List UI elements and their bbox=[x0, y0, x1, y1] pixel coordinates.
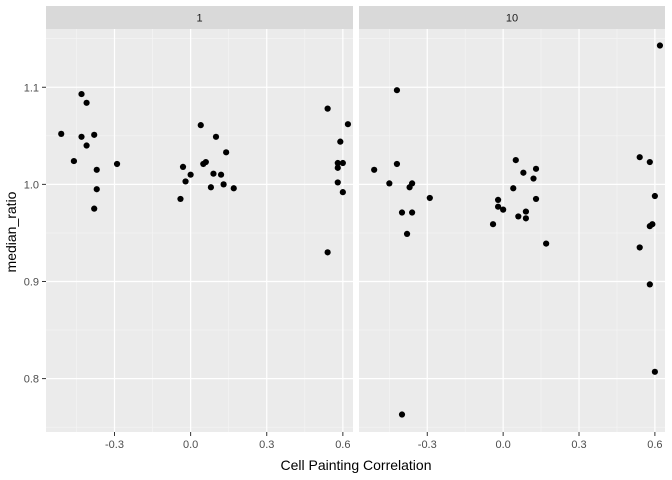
data-point bbox=[93, 186, 100, 193]
data-point bbox=[230, 185, 237, 192]
x-tick-label: -0.3 bbox=[105, 439, 124, 451]
data-point bbox=[91, 205, 98, 212]
data-point bbox=[522, 208, 530, 215]
x-tick-label: -0.3 bbox=[418, 439, 437, 451]
data-point bbox=[393, 160, 401, 168]
data-point bbox=[520, 169, 527, 176]
data-point bbox=[426, 194, 433, 202]
data-point bbox=[58, 130, 65, 137]
data-point bbox=[656, 42, 664, 49]
data-point bbox=[403, 230, 411, 237]
y-axis-title: median_ratio bbox=[3, 191, 19, 272]
x-tick-label: 0.3 bbox=[259, 439, 274, 451]
data-point bbox=[91, 131, 98, 138]
y-tick-label: 1.1 bbox=[24, 82, 39, 94]
data-point bbox=[522, 215, 530, 222]
data-point bbox=[636, 154, 643, 161]
data-point bbox=[532, 195, 540, 203]
data-point bbox=[83, 99, 90, 106]
data-point bbox=[398, 209, 406, 216]
data-point bbox=[494, 203, 502, 210]
x-tick-label: 0.0 bbox=[183, 439, 198, 451]
data-point bbox=[207, 184, 215, 191]
data-point bbox=[500, 206, 507, 213]
data-point bbox=[494, 196, 502, 204]
data-point bbox=[398, 411, 406, 418]
data-point bbox=[339, 159, 346, 167]
x-axis-title: Cell Painting Correlation bbox=[281, 457, 432, 473]
data-point bbox=[334, 159, 341, 167]
data-point bbox=[182, 178, 189, 185]
data-point bbox=[489, 221, 497, 228]
data-point bbox=[197, 122, 204, 129]
data-point bbox=[217, 171, 225, 178]
data-point bbox=[223, 149, 230, 156]
data-point bbox=[210, 170, 217, 177]
data-point bbox=[334, 179, 341, 186]
data-point bbox=[409, 209, 416, 216]
data-point bbox=[510, 185, 517, 192]
data-point bbox=[651, 368, 658, 375]
data-point bbox=[113, 160, 121, 168]
data-point bbox=[530, 175, 537, 182]
data-point bbox=[179, 163, 187, 170]
data-point bbox=[93, 166, 100, 173]
panel-background bbox=[359, 29, 665, 432]
facet-strip bbox=[359, 6, 665, 29]
panel-background bbox=[46, 29, 353, 432]
data-point bbox=[339, 189, 346, 196]
facet-strip-label: 1 bbox=[196, 13, 202, 25]
data-point bbox=[83, 142, 90, 149]
data-point bbox=[70, 157, 78, 165]
data-point bbox=[337, 138, 344, 145]
y-tick-label: 0.9 bbox=[24, 276, 39, 288]
x-tick-label: 0.6 bbox=[647, 439, 662, 451]
data-point bbox=[393, 87, 401, 94]
y-tick-label: 0.8 bbox=[24, 374, 39, 386]
data-point bbox=[543, 240, 550, 247]
y-tick-label: 1.0 bbox=[24, 179, 39, 191]
x-tick-label: 0.3 bbox=[571, 439, 586, 451]
data-point bbox=[651, 192, 658, 200]
data-point bbox=[187, 171, 194, 178]
data-point bbox=[177, 195, 184, 203]
data-point bbox=[646, 281, 653, 288]
data-point bbox=[649, 221, 656, 228]
data-point bbox=[344, 121, 352, 128]
data-point bbox=[324, 105, 331, 112]
data-point bbox=[212, 133, 220, 140]
facet-panel-1: 1 -0.3 0.0 0.3 0.6 0.8 0.9 1.0 1.1 bbox=[24, 6, 353, 451]
data-point bbox=[532, 165, 540, 172]
data-point bbox=[512, 156, 519, 164]
data-point bbox=[646, 158, 653, 166]
x-tick-label: 0.6 bbox=[335, 439, 350, 451]
facet-panel-10: 10 -0.3 0.0 0.3 0.6 bbox=[359, 6, 665, 451]
data-point bbox=[220, 181, 227, 188]
x-tick-label: 0.0 bbox=[496, 439, 511, 451]
data-point bbox=[78, 90, 85, 98]
data-point bbox=[636, 244, 643, 251]
facet-strip bbox=[46, 6, 353, 29]
data-point bbox=[202, 158, 209, 166]
data-point bbox=[334, 164, 341, 171]
facet-strip-label: 10 bbox=[506, 13, 518, 25]
data-point bbox=[515, 213, 522, 220]
data-point bbox=[324, 249, 331, 256]
data-point bbox=[371, 166, 378, 173]
data-point bbox=[409, 180, 416, 187]
data-point bbox=[386, 180, 393, 187]
data-point bbox=[78, 133, 85, 140]
